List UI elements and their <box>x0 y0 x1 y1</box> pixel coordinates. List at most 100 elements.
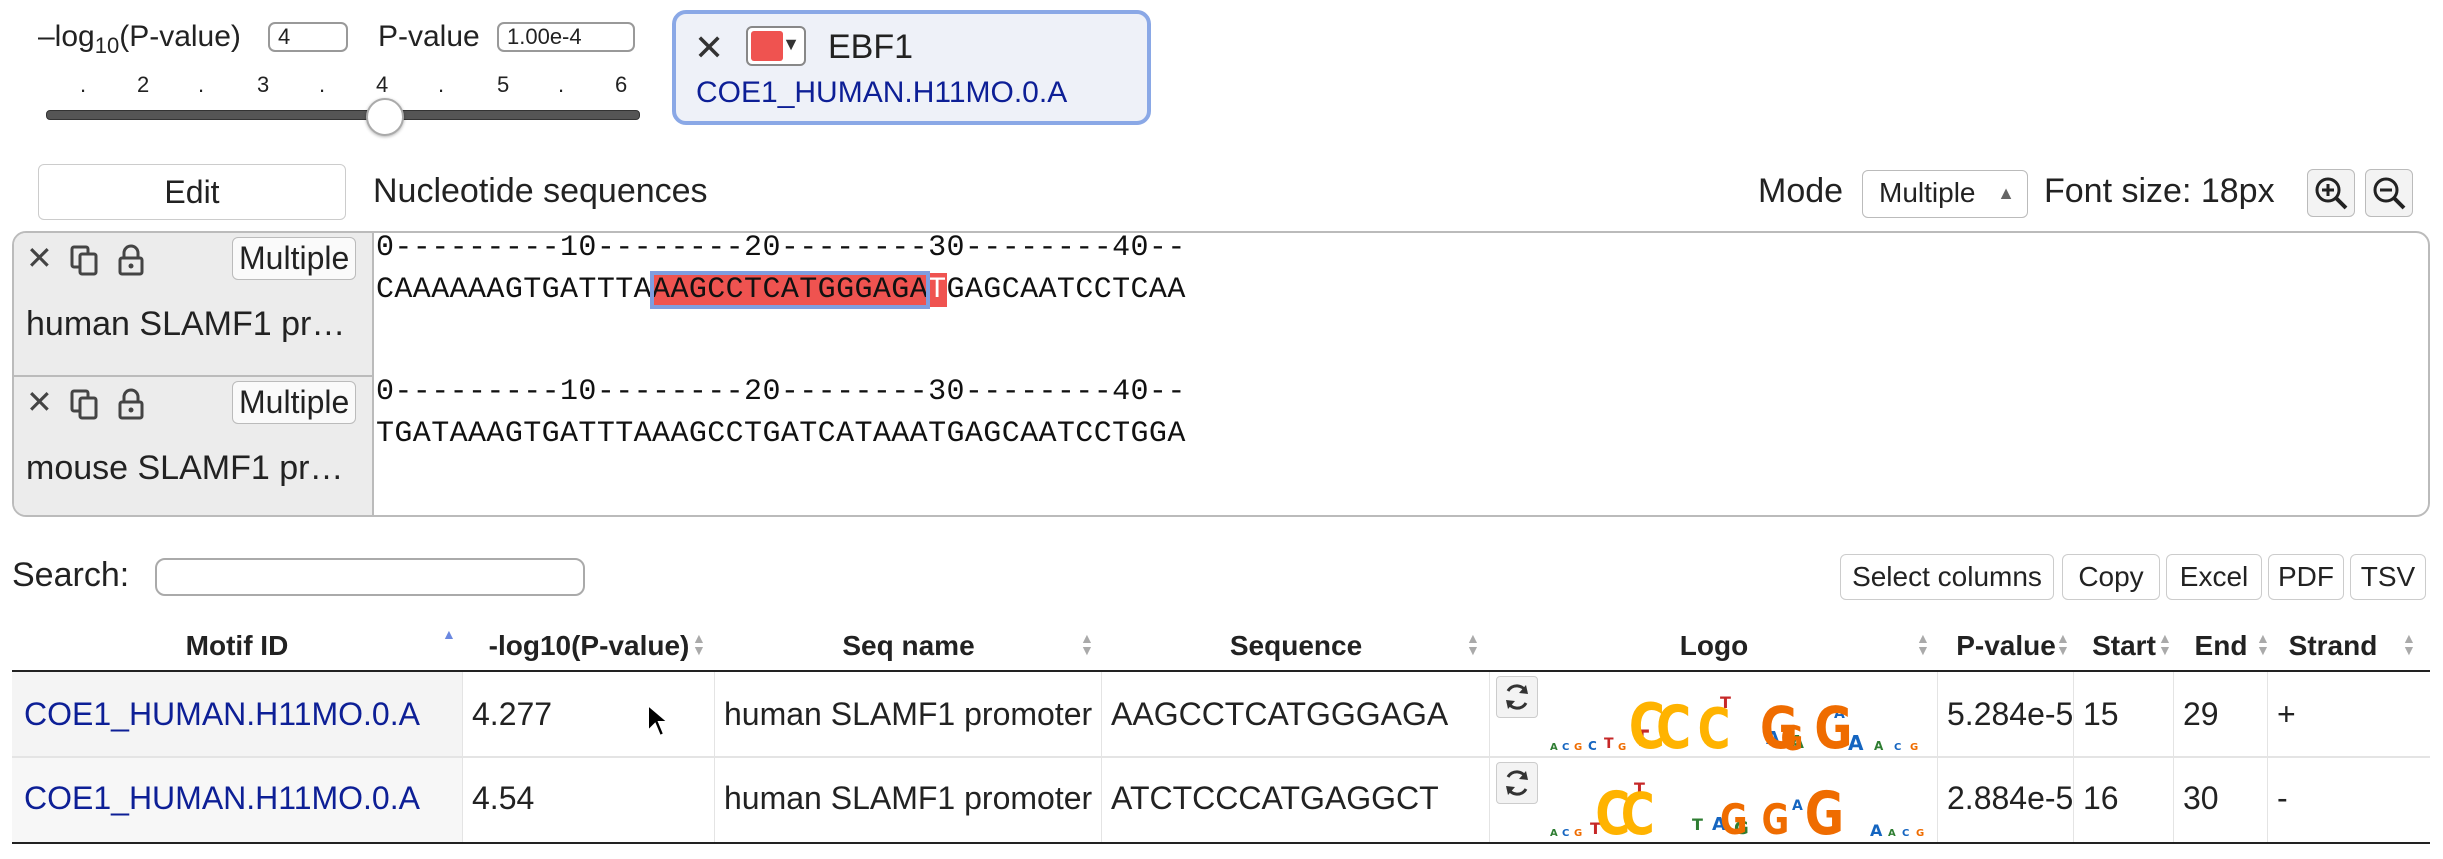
select-columns-button[interactable]: Select columns <box>1840 554 2054 600</box>
svg-text:G: G <box>1762 795 1790 838</box>
refresh-icon <box>1506 770 1528 796</box>
sort-icon[interactable]: ▲ ▼ <box>1466 630 1480 658</box>
svg-text:C: C <box>1621 781 1655 838</box>
zoom-out-button[interactable] <box>2365 169 2413 217</box>
pvalue-slider-track[interactable] <box>46 110 640 120</box>
svg-text:T: T <box>1720 693 1731 712</box>
refresh-icon <box>1506 684 1528 710</box>
log-pvalue-input[interactable] <box>268 22 348 52</box>
svg-text:G: G <box>1814 695 1852 752</box>
copy-icon[interactable] <box>70 245 100 277</box>
motif-hit-overlap: T <box>928 273 947 307</box>
zoom-in-button[interactable] <box>2307 169 2355 217</box>
sequence-name[interactable]: human SLAMF1 pr… <box>26 305 346 343</box>
column-header-motif-id[interactable]: Motif ID <box>185 630 289 661</box>
sort-icon[interactable]: ▲ ▼ <box>1080 630 1094 658</box>
svg-text:G: G <box>1720 795 1748 838</box>
motif-id-link[interactable]: COE1_HUMAN.H11MO.0.A <box>24 780 420 816</box>
column-header-neglog-pvalue[interactable]: -log10(P-value) <box>488 630 690 661</box>
zoom-out-icon <box>2373 177 2406 210</box>
motif-name: EBF1 <box>828 28 914 66</box>
sort-icon[interactable]: ▲ ▼ <box>2402 630 2416 658</box>
table-header: Motif ID -log10(P-value) Seq name Sequen… <box>12 620 2430 670</box>
svg-text:T: T <box>1692 815 1703 834</box>
motif-id-link[interactable]: COE1_HUMAN.H11MO.0.A <box>24 696 420 732</box>
column-header-strand[interactable]: Strand <box>2288 630 2378 661</box>
sort-icon[interactable]: ▲ ▼ <box>2056 630 2070 658</box>
sequence-segment: CAAAAAAGTGATTTA <box>376 273 653 307</box>
column-header-pvalue[interactable]: P-value <box>1956 630 2056 661</box>
excel-button[interactable]: Excel <box>2166 554 2262 600</box>
section-title: Nucleotide sequences <box>373 172 708 210</box>
motif-hit-highlight[interactable]: AAGCCTCATGGGAGA <box>650 271 931 309</box>
sequence-segment: GAGCAATCCTCAA <box>946 273 1186 307</box>
reverse-complement-button[interactable] <box>1496 676 1538 718</box>
neglog-pvalue-cell: 4.54 <box>472 780 535 816</box>
column-header-end[interactable]: End <box>2194 630 2248 661</box>
lock-icon[interactable] <box>116 243 146 277</box>
strand-cell: - <box>2277 780 2288 816</box>
table-row[interactable]: COE1_HUMAN.H11MO.0.A 4.54 human SLAMF1 p… <box>12 758 2430 842</box>
svg-text:A: A <box>1834 706 1845 722</box>
svg-text:A: A <box>1766 728 1780 749</box>
sort-icon[interactable]: ▲ ▼ <box>2158 630 2172 658</box>
sequence-name[interactable]: mouse SLAMF1 pr… <box>26 449 344 487</box>
sort-icon[interactable]: ▲ ▼ <box>692 630 706 658</box>
sequence-mode-button[interactable]: Multiple <box>232 237 357 280</box>
sequence-text[interactable]: CAAAAAAGTGATTTAAAGCCTCATGGGAGATGAGCAATCC… <box>376 271 1186 309</box>
start-cell: 16 <box>2083 780 2119 816</box>
column-separator <box>1101 672 1102 842</box>
copy-icon[interactable] <box>70 389 100 421</box>
column-header-sequence[interactable]: Sequence <box>1229 630 1363 661</box>
column-header-start[interactable]: Start <box>2092 630 2156 661</box>
table-header-border <box>12 670 2430 672</box>
slider-tick: 5 <box>497 72 510 97</box>
svg-text:C: C <box>1629 692 1665 752</box>
pdf-button[interactable]: PDF <box>2268 554 2344 600</box>
svg-text:T: T <box>1634 779 1645 798</box>
close-icon[interactable]: ✕ <box>694 27 725 68</box>
lock-icon[interactable] <box>116 387 146 421</box>
column-header-seq-name[interactable]: Seq name <box>842 630 975 661</box>
svg-text:G: G <box>1805 779 1844 838</box>
sort-icon[interactable]: ▲ ▼ <box>1916 630 1930 658</box>
start-cell: 15 <box>2083 696 2119 732</box>
pvalue-slider-thumb[interactable] <box>366 98 404 136</box>
strand-cell: + <box>2277 696 2296 732</box>
sequence-mode-button[interactable]: Multiple <box>232 381 357 424</box>
svg-text:T: T <box>1590 819 1601 838</box>
close-icon[interactable]: ✕ <box>26 240 53 276</box>
close-icon[interactable]: ✕ <box>26 384 53 420</box>
row-divider <box>14 375 372 377</box>
mode-select[interactable]: Multiple ▲ <box>1862 170 2028 218</box>
pvalue-input[interactable] <box>497 22 635 52</box>
sort-asc-icon[interactable]: ▲ <box>442 626 456 642</box>
copy-button[interactable]: Copy <box>2062 554 2160 600</box>
column-header-logo[interactable]: Logo <box>1679 630 1749 661</box>
sequence-ruler: 0---------10--------20--------30--------… <box>376 231 1186 265</box>
slider-tick: 4 <box>376 72 389 97</box>
sequence-cell: ATCTCCCATGAGGCT <box>1111 780 1439 816</box>
sequence-text[interactable]: TGATAAAGTGATTTAAAGCCTGATCATAAATGAGCAATCC… <box>376 417 1186 451</box>
sidebar-divider <box>372 233 374 515</box>
search-input[interactable] <box>155 558 585 596</box>
chevron-down-icon: ▼ <box>782 34 800 54</box>
motif-color-picker[interactable]: ▼ <box>746 26 806 66</box>
motif-id-link[interactable]: COE1_HUMAN.H11MO.0.A <box>696 76 1068 109</box>
table-row[interactable]: COE1_HUMAN.H11MO.0.A 4.277 human SLAMF1 … <box>12 672 2430 756</box>
pvalue-cell: 5.284e-5 <box>1947 696 2074 732</box>
tsv-button[interactable]: TSV <box>2350 554 2426 600</box>
sort-icon[interactable]: ▲ ▼ <box>2256 630 2270 658</box>
edit-button[interactable]: Edit <box>38 164 346 220</box>
svg-text:C: C <box>1698 696 1731 752</box>
sequence-panel: ✕ Multiple human SLAMF1 pr… 0---------10… <box>12 231 2430 517</box>
reverse-complement-button[interactable] <box>1496 762 1538 804</box>
sequence-sidebar <box>14 233 372 515</box>
svg-text:G: G <box>1734 818 1749 838</box>
svg-text:C: C <box>1562 828 1569 838</box>
slider-tick: . <box>558 72 565 97</box>
mode-select-value: Multiple <box>1879 177 1976 208</box>
slider-tick: 3 <box>257 72 270 97</box>
svg-text:G: G <box>1916 828 1924 838</box>
svg-text:C: C <box>1595 779 1630 838</box>
